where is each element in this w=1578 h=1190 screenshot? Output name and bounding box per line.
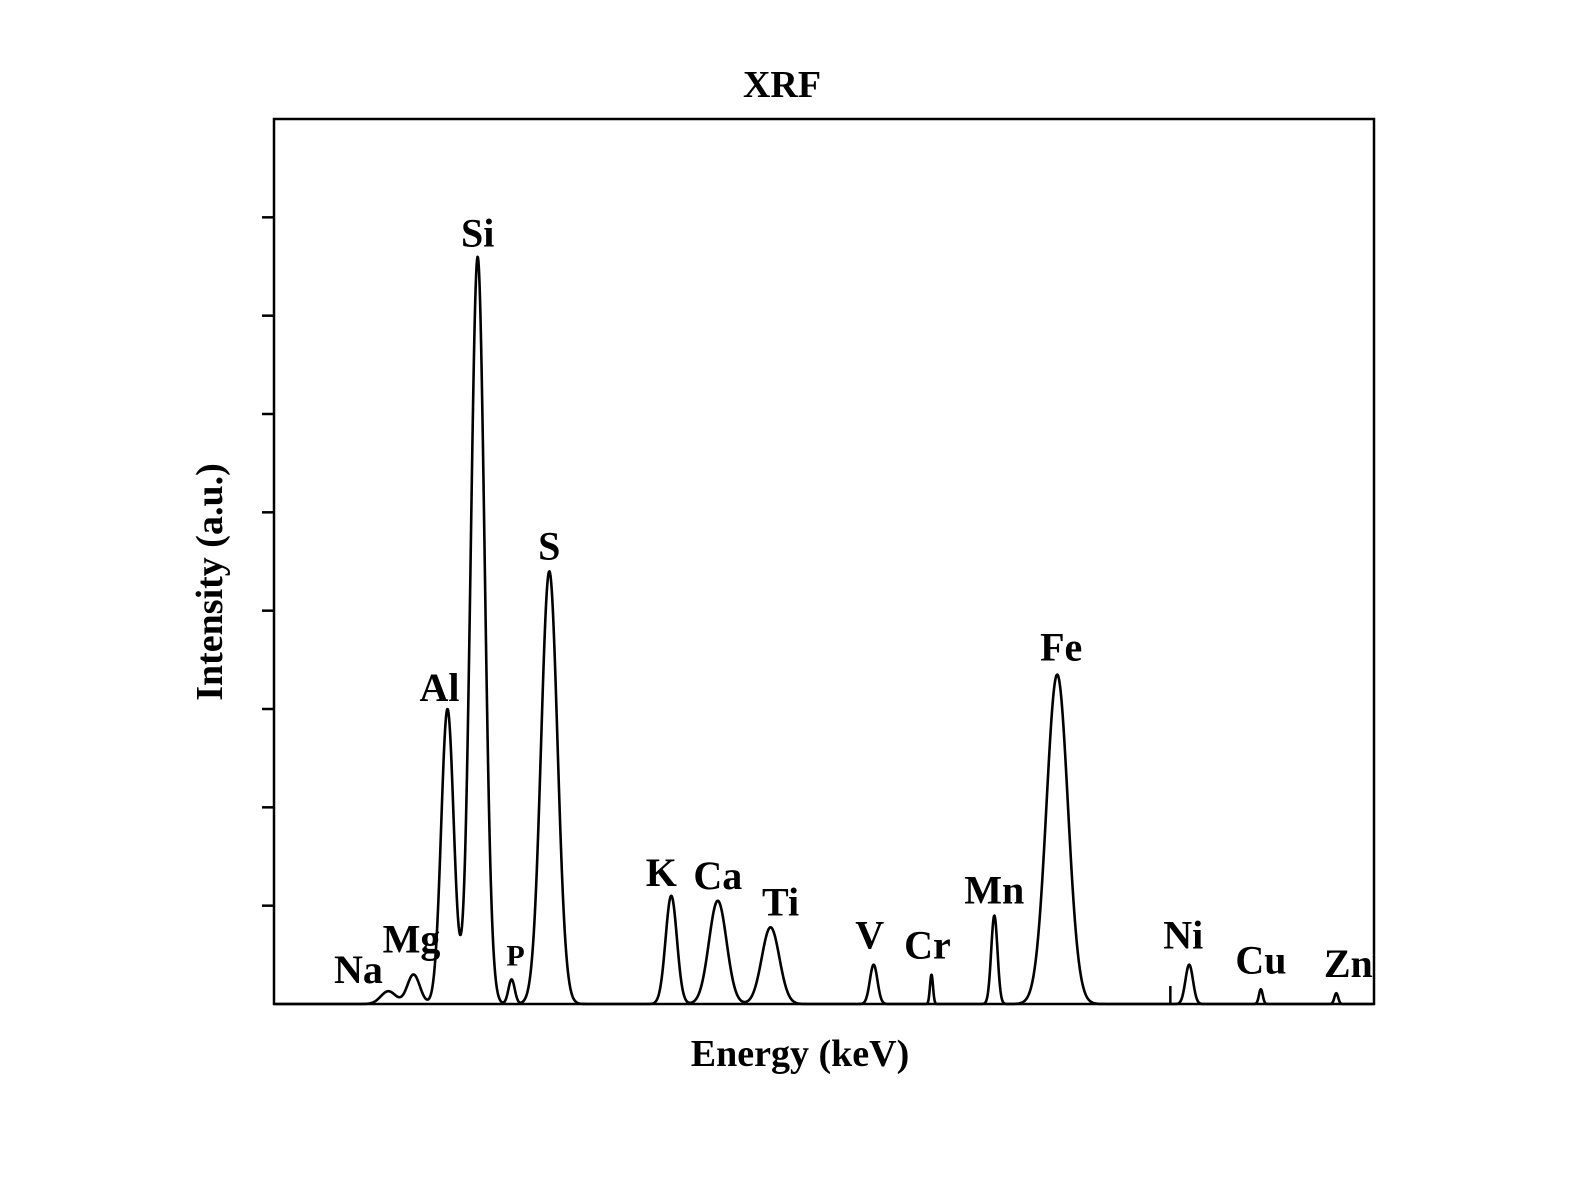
peak-label-cu: Cu [1235, 937, 1286, 982]
peak-label-ti: Ti [762, 879, 799, 924]
chart-title: XRF [743, 64, 821, 106]
peak-label-s: S [538, 523, 560, 568]
x-axis-label: Energy (keV) [691, 1033, 909, 1075]
peak-label-si: Si [461, 211, 494, 256]
spectrum-line [273, 255, 1375, 1006]
peak-label-p: P [506, 939, 524, 972]
peak-label-mn: Mn [964, 868, 1024, 913]
peak-label-ca: Ca [693, 853, 742, 898]
peak-label-mg: Mg [383, 917, 441, 962]
peak-label-fe: Fe [1040, 625, 1082, 670]
peak-label-na: Na [334, 947, 383, 992]
peak-label-ni: Ni [1163, 913, 1203, 958]
peak-label-v: V [855, 913, 884, 958]
peak-label-al: Al [420, 665, 460, 710]
peak-label-cr: Cr [904, 923, 951, 968]
y-axis-label: Intensity (a.u.) [189, 463, 231, 701]
y-axis-ticks [262, 216, 274, 907]
peak-label-zn: Zn [1324, 941, 1373, 986]
peak-label-k: K [646, 850, 677, 895]
